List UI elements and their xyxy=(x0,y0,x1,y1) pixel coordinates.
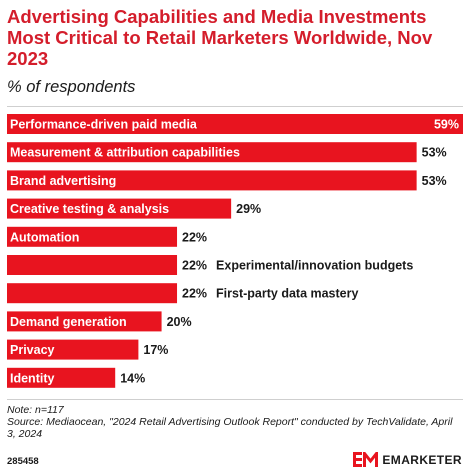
value-label-identity: 14% xyxy=(120,371,145,385)
value-label-performance-driven-paid-media: 59% xyxy=(434,118,459,132)
bar-demand-generation xyxy=(7,311,162,332)
category-label-identity: Identity xyxy=(10,371,54,385)
value-label-privacy: 17% xyxy=(143,343,168,357)
category-label-privacy: Privacy xyxy=(10,343,55,357)
note-text: Note: n=117 xyxy=(7,404,64,416)
value-label-automation: 22% xyxy=(182,230,207,244)
value-label-creative-testing-analysis: 29% xyxy=(236,202,261,216)
brand-block: EMARKETER xyxy=(353,452,462,467)
chart-subtitle: % of respondents xyxy=(7,78,136,96)
bar-privacy xyxy=(7,339,139,360)
value-label-first-party-data-mastery: 22% xyxy=(182,287,207,301)
category-label-demand-generation: Demand generation xyxy=(10,315,127,329)
bar-performance-driven-paid-media xyxy=(7,114,463,134)
value-label-demand-generation: 20% xyxy=(167,315,192,329)
bar-creative-testing-analysis xyxy=(7,198,232,219)
category-label-performance-driven-paid-media: Performance-driven paid media xyxy=(10,118,198,132)
bar-brand-advertising xyxy=(7,170,417,191)
chart-notes: Note: n=117 Source: Mediaocean, "2024 Re… xyxy=(7,404,463,440)
top-divider xyxy=(7,106,463,107)
bottom-divider xyxy=(7,399,463,400)
category-label-measurement-attribution-capabilities: Measurement & attribution capabilities xyxy=(10,146,240,160)
em-logo-icon xyxy=(353,452,379,467)
brand-name: EMARKETER xyxy=(382,452,462,467)
category-label-experimental-innovation-budgets: Experimental/innovation budgets xyxy=(216,259,413,273)
bar-first-party-data-mastery xyxy=(7,283,178,304)
bar-automation xyxy=(7,226,178,247)
chart-title: Advertising Capabilities and Media Inves… xyxy=(7,6,433,69)
source-text: Source: Mediaocean, "2024 Retail Adverti… xyxy=(7,416,453,440)
value-label-measurement-attribution-capabilities: 53% xyxy=(422,146,447,160)
category-label-creative-testing-analysis: Creative testing & analysis xyxy=(10,202,169,216)
bar-identity xyxy=(7,367,116,388)
bar-experimental-innovation-budgets xyxy=(7,255,178,275)
value-label-brand-advertising: 53% xyxy=(422,174,447,188)
category-label-automation: Automation xyxy=(10,230,79,244)
bar-chart: 59% Performance-driven paid media 53% Measu… xyxy=(7,114,463,388)
chart-id: 285458 xyxy=(7,456,39,467)
value-label-experimental-innovation-budgets: 22% xyxy=(182,259,207,273)
category-label-brand-advertising: Brand advertising xyxy=(10,174,116,188)
category-label-first-party-data-mastery: First-party data mastery xyxy=(216,287,358,301)
bar-measurement-attribution-capabilities xyxy=(7,142,417,163)
